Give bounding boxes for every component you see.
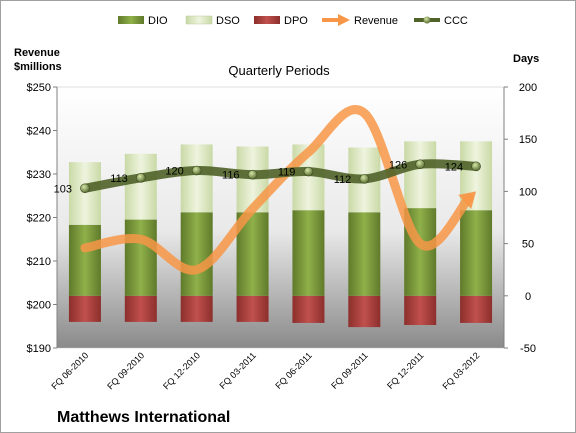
company-name: Matthews International [57,409,230,426]
legend-label-dso: DSO [216,15,240,27]
ccc-data-label: 116 [222,170,240,182]
ccc-point [303,166,314,177]
dpo-bar [460,295,493,323]
ccc-data-label: 112 [334,174,352,186]
plot-area [56,86,505,349]
dso-bar [124,153,157,220]
chart-title: Quarterly Periods [228,63,330,78]
right-tick-label: -50 [520,343,536,355]
dio-bar [180,212,213,296]
ccc-data-label: 103 [54,183,72,195]
ccc-series: 103 113 120 116 119 112 126 124 [54,159,481,195]
left-tick-label: $190 [27,343,51,355]
right-tick-label: 200 [519,82,537,94]
dpo-bar [124,295,157,322]
ccc-data-label: 119 [278,167,296,179]
right-axis-title: Days [513,53,539,65]
legend-swatch-dpo [254,16,280,24]
dio-bar [292,210,325,296]
left-tick-label: $220 [27,213,51,225]
ccc-point [359,174,370,184]
right-tick-label: 100 [519,186,537,198]
dpo-bar [68,295,101,322]
right-tick-label: 150 [519,134,537,146]
ccc-point [415,159,425,170]
left-axis-ticks: $190 $200 $210 $220 $230 $240 $250 [27,82,57,355]
legend-swatch-revenue [322,14,350,26]
right-tick-label: 0 [525,291,531,303]
left-tick-label: $210 [27,256,51,268]
dso-bar [68,162,101,225]
ccc-data-label: 126 [389,159,407,171]
legend-swatch-dso [185,15,213,25]
ccc-point [136,173,146,183]
dpo-bar [292,295,325,323]
dio-bar [124,219,157,296]
dio-bar [68,224,101,296]
dpo-bar [404,295,437,326]
legend-label-ccc: CCC [444,15,468,27]
revenue-line [80,105,474,275]
ccc-data-label: 120 [165,166,183,178]
legend-swatch-ccc [414,16,440,24]
right-axis-ticks: -50 0 50 100 150 200 [504,82,537,355]
dio-bar [460,210,493,296]
ccc-point [471,161,481,172]
left-tick-label: $240 [27,126,51,138]
ccc-point [247,169,258,180]
right-tick-label: 50 [522,239,534,251]
dpo-bar [180,295,213,322]
dso-bar [180,144,213,213]
ccc-point [80,183,90,194]
revenue-arrowhead [458,191,477,209]
dpo-bar [348,295,381,328]
legend-swatch-dio [118,16,144,24]
ccc-data-label: 113 [110,173,128,185]
left-tick-label: $230 [27,169,51,181]
bars [68,141,493,328]
legend-label-revenue: Revenue [354,15,398,27]
left-tick-label: $200 [27,300,51,312]
legend-label-dio: DIO [148,15,168,27]
left-axis-title-line2: $millions [14,61,62,73]
dio-bar [348,212,381,296]
left-tick-label: $250 [27,82,51,94]
legend: DIO DSO DPO Revenue CCC [118,14,468,27]
revenue-series [80,105,477,275]
dso-bar [404,141,437,209]
ccc-data-label: 124 [445,161,463,173]
left-axis-title-line1: Revenue [14,47,60,59]
ccc-point [191,165,202,176]
dpo-bar [236,295,269,322]
legend-label-dpo: DPO [284,15,308,27]
